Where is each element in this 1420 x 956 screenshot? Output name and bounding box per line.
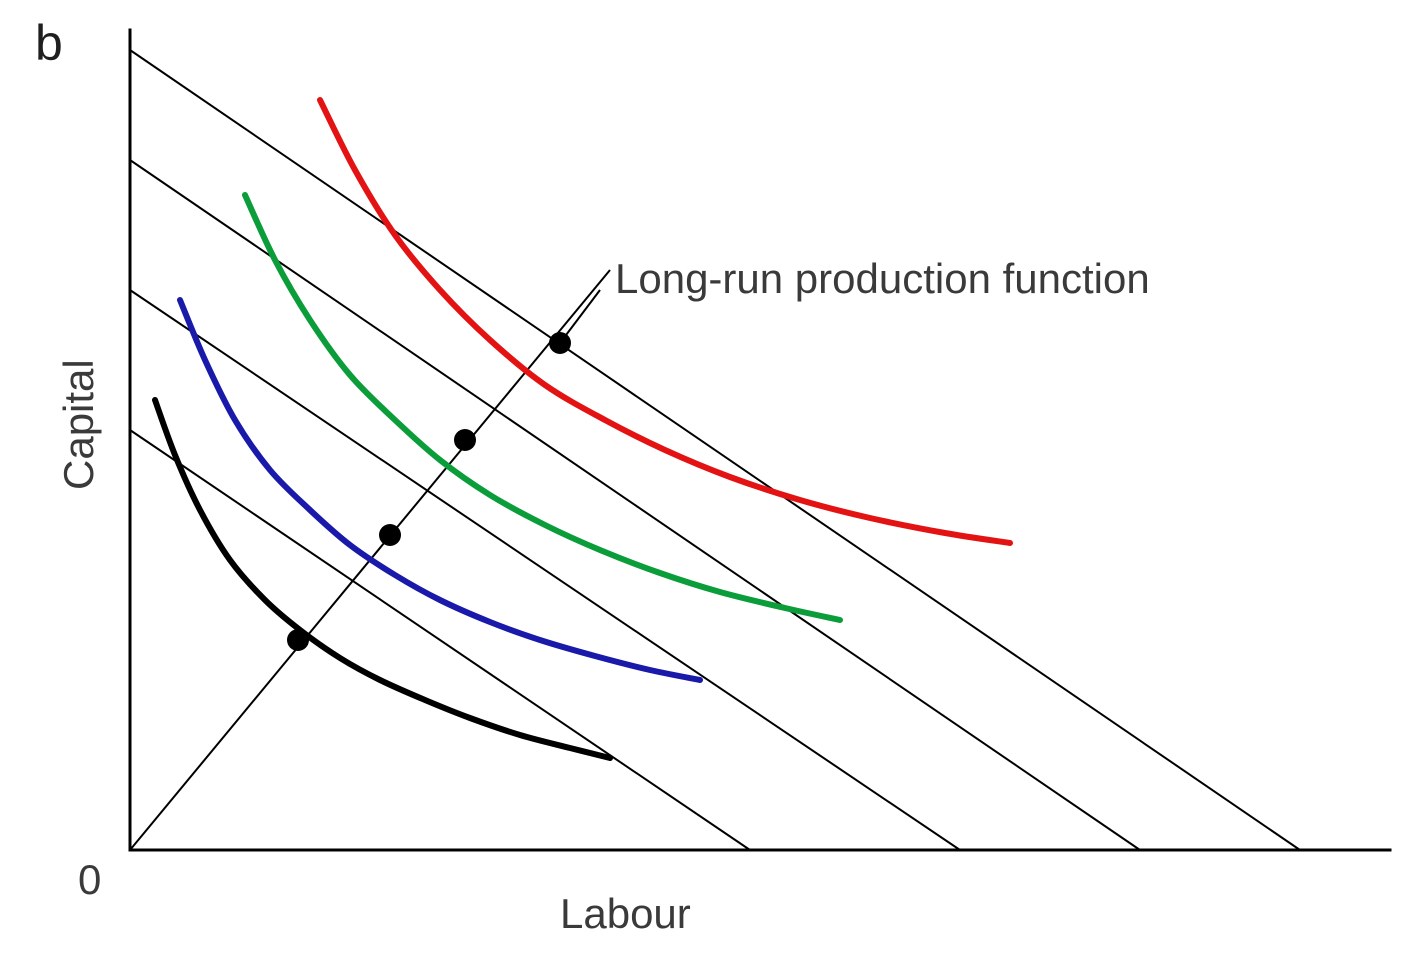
annotation-label: Long-run production function [615, 255, 1150, 303]
panel-label: b [35, 14, 63, 72]
x-axis-label: Labour [560, 890, 691, 938]
tangent-point-0 [287, 629, 309, 651]
chart-svg [0, 0, 1420, 956]
y-axis-label: Capital [55, 359, 103, 490]
tangent-point-3 [549, 332, 571, 354]
origin-label: 0 [78, 856, 101, 904]
chart-container: b Capital Labour 0 Long-run production f… [0, 0, 1420, 956]
tangent-point-1 [379, 524, 401, 546]
tangent-point-2 [454, 429, 476, 451]
